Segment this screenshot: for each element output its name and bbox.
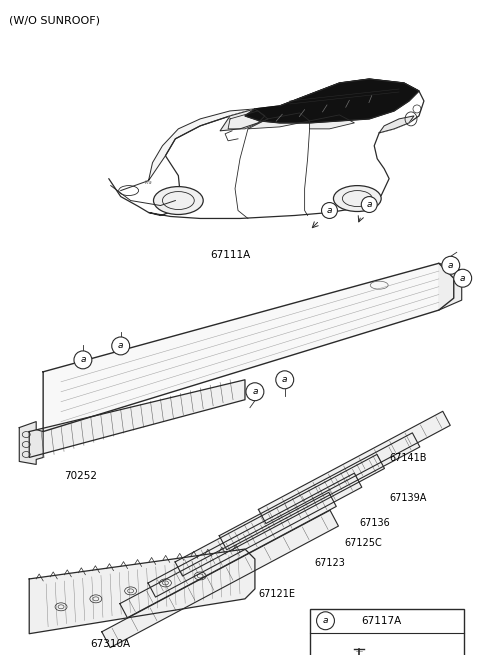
Polygon shape: [120, 493, 336, 618]
Text: (W/O SUNROOF): (W/O SUNROOF): [9, 15, 100, 26]
Circle shape: [316, 612, 335, 630]
Text: a: a: [282, 375, 288, 384]
Polygon shape: [379, 116, 414, 133]
Ellipse shape: [334, 186, 381, 211]
Text: 70252: 70252: [64, 472, 97, 482]
Polygon shape: [148, 473, 362, 597]
Polygon shape: [120, 109, 255, 191]
Circle shape: [112, 337, 130, 355]
Text: 67141B: 67141B: [389, 453, 427, 463]
Text: 67136: 67136: [360, 518, 390, 528]
Text: Kia: Kia: [144, 180, 152, 184]
Circle shape: [74, 351, 92, 369]
Text: 67117A: 67117A: [361, 616, 402, 626]
Polygon shape: [29, 380, 245, 457]
Polygon shape: [439, 263, 462, 310]
Circle shape: [454, 269, 472, 287]
Polygon shape: [175, 455, 384, 576]
Circle shape: [361, 197, 377, 213]
Polygon shape: [102, 510, 338, 647]
Text: a: a: [367, 200, 372, 209]
Text: a: a: [252, 387, 258, 396]
Text: a: a: [80, 356, 85, 364]
Text: 67310A: 67310A: [91, 639, 131, 649]
Text: 67139A: 67139A: [389, 493, 427, 503]
Text: 67125C: 67125C: [344, 538, 382, 548]
Circle shape: [442, 256, 460, 274]
Circle shape: [246, 382, 264, 401]
Text: 67123: 67123: [314, 558, 346, 568]
Polygon shape: [29, 549, 255, 634]
Polygon shape: [220, 109, 265, 131]
Circle shape: [276, 371, 294, 389]
Text: 67111A: 67111A: [210, 251, 250, 260]
Text: a: a: [118, 341, 123, 350]
Text: a: a: [448, 261, 454, 270]
Polygon shape: [219, 433, 420, 550]
Text: 67121E: 67121E: [258, 589, 295, 599]
Polygon shape: [228, 111, 268, 129]
Text: a: a: [327, 206, 332, 215]
Circle shape: [322, 203, 337, 218]
Ellipse shape: [154, 186, 203, 215]
Text: a: a: [323, 616, 328, 625]
Polygon shape: [310, 115, 354, 129]
Polygon shape: [258, 411, 450, 523]
FancyBboxPatch shape: [310, 609, 464, 656]
Polygon shape: [19, 422, 43, 464]
Polygon shape: [43, 263, 454, 432]
Polygon shape: [245, 79, 419, 123]
Text: a: a: [460, 274, 466, 283]
Polygon shape: [248, 113, 310, 129]
